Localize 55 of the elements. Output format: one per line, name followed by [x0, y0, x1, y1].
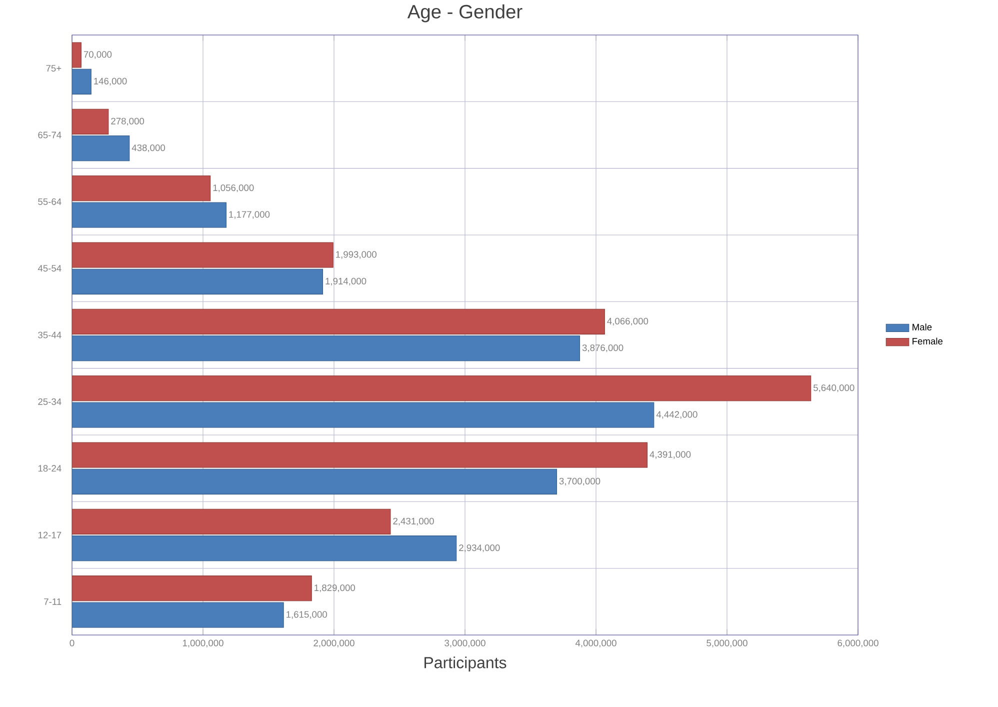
data-label: 70,000	[84, 51, 112, 59]
bar	[72, 602, 284, 628]
data-label: 1,829,000	[314, 584, 356, 592]
x-tick-label: 4,000,000	[575, 640, 616, 648]
bar	[72, 468, 557, 494]
bar	[72, 242, 334, 268]
bar	[72, 336, 580, 362]
bar	[72, 176, 211, 202]
x-tick-label: 6,000,000	[838, 640, 878, 648]
bar	[72, 536, 457, 562]
bar	[72, 68, 92, 94]
data-label: 5,640,000	[813, 384, 854, 392]
y-tick-label: 45-54	[38, 265, 62, 272]
data-label: 4,066,000	[607, 318, 648, 326]
y-tick-label: 7-11	[44, 598, 62, 605]
data-label: 1,993,000	[336, 251, 377, 259]
bar	[72, 108, 109, 134]
x-tick-label: 2,000,000	[314, 640, 354, 648]
bar	[72, 442, 648, 468]
legend-label: Female	[912, 338, 943, 345]
x-tick-label: 1,000,000	[182, 640, 224, 648]
x-tick-label: 3,000,000	[444, 640, 486, 648]
y-tick-label: 35-44	[38, 332, 62, 338]
data-label: 146,000	[94, 78, 127, 86]
data-label: 1,056,000	[213, 184, 254, 192]
data-label: 3,700,000	[559, 478, 600, 486]
x-tick-label: 5,000,000	[706, 640, 748, 648]
bar	[72, 508, 391, 534]
y-tick-label: 18-24	[38, 465, 62, 472]
y-tick-label: 12-17	[38, 532, 62, 538]
bar	[72, 376, 812, 402]
legend-label: Male	[912, 324, 932, 330]
data-label: 4,391,000	[650, 451, 691, 459]
data-label: 3,876,000	[582, 344, 624, 352]
data-label: 2,431,000	[393, 518, 434, 526]
data-label: 2,934,000	[459, 544, 500, 552]
y-tick-label: 75+	[46, 65, 62, 72]
data-label: 4,442,000	[656, 411, 698, 419]
y-tick-label: 25-34	[38, 398, 62, 405]
data-label: 1,914,000	[326, 278, 366, 286]
x-axis-title: Participants	[424, 656, 506, 672]
bar	[72, 402, 654, 428]
data-label: 1,177,000	[229, 211, 270, 219]
bar	[72, 268, 324, 294]
y-tick-label: 65-74	[38, 132, 62, 138]
bar	[72, 576, 312, 602]
data-label: 438,000	[132, 144, 166, 152]
y-tick-label: 55-64	[38, 198, 62, 205]
bar	[72, 308, 605, 334]
bar	[72, 136, 130, 162]
bar	[72, 202, 226, 228]
chart-title: Age - Gender	[407, 4, 522, 22]
x-tick-label: 0	[70, 640, 74, 646]
data-label: 278,000	[111, 118, 144, 126]
data-label: 1,615,000	[286, 611, 327, 619]
